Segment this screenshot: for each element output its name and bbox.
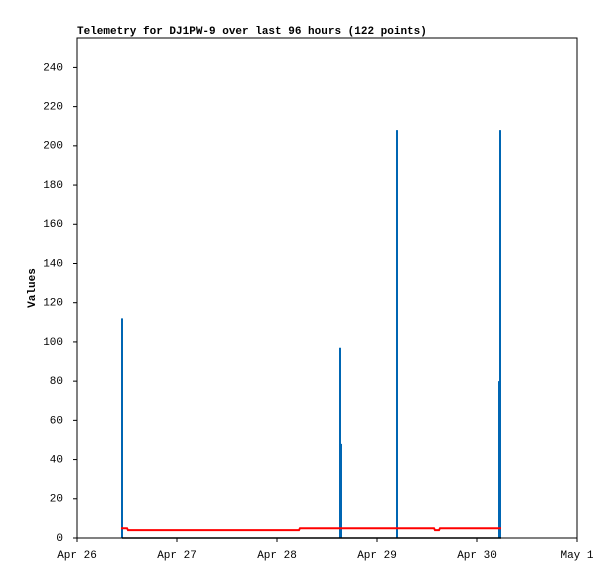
- y-tick-label: 20: [50, 494, 63, 506]
- x-tick-label: May 1: [560, 550, 593, 562]
- y-tick-label: 180: [43, 180, 63, 192]
- x-tick-label: Apr 28: [257, 550, 297, 562]
- x-tick-label: Apr 30: [457, 550, 497, 562]
- y-tick-label: 100: [43, 337, 63, 349]
- y-tick-label: 240: [43, 62, 63, 74]
- x-tick-label: Apr 29: [357, 550, 397, 562]
- x-tick-label: Apr 26: [57, 550, 97, 562]
- y-tick-label: 120: [43, 298, 63, 310]
- y-tick-label: 200: [43, 141, 63, 153]
- y-tick-label: 60: [50, 415, 63, 427]
- y-tick-label: 220: [43, 102, 63, 114]
- y-tick-label: 40: [50, 454, 63, 466]
- y-tick-label: 160: [43, 219, 63, 231]
- chart-title: Telemetry for DJ1PW-9 over last 96 hours…: [77, 26, 427, 38]
- x-tick-label: Apr 27: [157, 550, 197, 562]
- y-tick-label: 140: [43, 258, 63, 270]
- y-tick-label: 0: [56, 533, 63, 545]
- y-tick-label: 80: [50, 376, 63, 388]
- y-axis-label: Values: [27, 268, 39, 308]
- series-line: [121, 527, 501, 532]
- plot-frame: [76, 37, 578, 539]
